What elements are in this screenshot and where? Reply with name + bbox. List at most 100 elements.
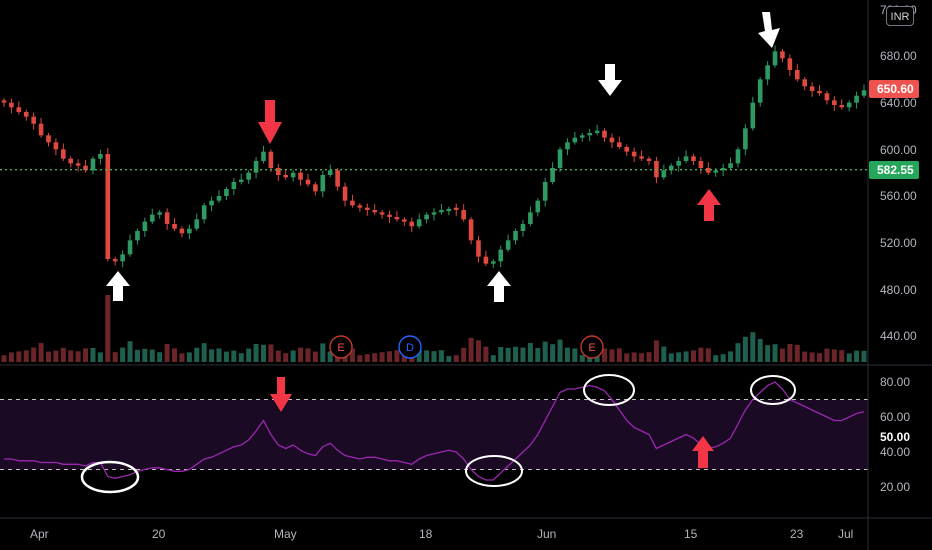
candle-body [483, 256, 489, 264]
volume-bar [824, 348, 830, 362]
candle-body [231, 182, 237, 189]
candle-body [75, 163, 81, 166]
volume-bar [179, 353, 185, 362]
candle-body [320, 175, 326, 192]
candle-body [409, 221, 415, 227]
volume-bar [564, 347, 570, 362]
candle-body [53, 142, 59, 150]
time-tick: Jun [537, 527, 556, 541]
volume-bar [127, 341, 133, 362]
volume-bar [387, 351, 393, 362]
volume-bar [572, 348, 578, 362]
candle-body [194, 219, 200, 229]
candle-body [201, 205, 207, 220]
volume-bar [349, 348, 355, 362]
volume-bar [186, 352, 192, 362]
annotations-layer [80, 12, 796, 494]
volume-bar [646, 352, 652, 362]
candle-body [498, 249, 504, 262]
candle-body [579, 135, 585, 138]
candle-body [468, 219, 474, 241]
candle-body [683, 156, 689, 161]
volume-bar [839, 350, 845, 362]
volume-bar [45, 351, 51, 362]
volume-bar [75, 351, 81, 362]
volume-bar [728, 351, 734, 362]
volume-bar [616, 348, 622, 362]
candle-body [149, 214, 155, 222]
candle-body [357, 205, 363, 208]
volume-bar [312, 351, 318, 362]
candle-body [298, 172, 303, 180]
candle-body [261, 151, 266, 161]
candle-body [765, 65, 770, 80]
rsi-oversold-circle [80, 460, 140, 494]
volume-bar [809, 352, 815, 362]
candle-body [290, 172, 296, 178]
volume-bar [609, 349, 615, 362]
price-panel[interactable] [0, 0, 868, 362]
rsi-panel[interactable] [0, 381, 868, 481]
candle-body [416, 219, 422, 227]
candle-body [172, 224, 177, 229]
candle-body [572, 137, 578, 143]
time-tick: 20 [152, 527, 166, 541]
time-tick: May [274, 527, 297, 541]
time-axis[interactable]: Apr 20 May 18 Jun 15 23 Jul [30, 527, 853, 541]
price-tick: 480.00 [880, 283, 917, 297]
candle-body [394, 217, 400, 220]
volume-bar [23, 350, 29, 362]
candle-body [142, 221, 148, 231]
time-tick: 15 [684, 527, 698, 541]
candle-body [780, 51, 785, 59]
candle-body [120, 254, 125, 262]
dividend-badge[interactable]: D [398, 335, 422, 359]
volume-bar [817, 353, 823, 362]
volume-bar [290, 350, 296, 362]
volume-bar [750, 332, 756, 362]
volume-bar [105, 295, 111, 362]
volume-bar [557, 339, 563, 362]
volume-bar [216, 348, 222, 362]
rsi-axis[interactable]: 80.00 60.00 40.00 20.00 50.00 [869, 375, 919, 494]
candle-body [224, 189, 229, 196]
candle-body [802, 79, 807, 87]
candle-body [594, 130, 600, 133]
volume-bar [742, 336, 748, 362]
candle-body [550, 168, 555, 182]
candle-body [565, 142, 570, 150]
candle-body [676, 161, 681, 166]
volume-bar [157, 352, 163, 362]
earnings-badge[interactable]: E [580, 335, 604, 359]
candle-body [342, 186, 348, 201]
candle-body [491, 261, 496, 264]
volume-layer [1, 295, 867, 362]
volume-bar [720, 354, 726, 362]
volume-bar [320, 343, 326, 362]
volume-bar [461, 347, 467, 362]
volume-bar [513, 346, 519, 362]
volume-bar [705, 348, 711, 362]
volume-bar [283, 353, 289, 362]
candle-body [246, 172, 251, 180]
volume-bar [372, 353, 378, 362]
candle-body [187, 228, 192, 234]
candle-body [268, 151, 274, 168]
volume-bar [149, 349, 155, 362]
volume-bar [846, 353, 852, 362]
currency-button[interactable]: INR [886, 6, 914, 26]
candle-body [364, 207, 370, 210]
volume-bar [757, 339, 763, 362]
earnings-badge[interactable]: E [329, 335, 353, 359]
candle-body [824, 93, 830, 101]
volume-bar [787, 344, 793, 362]
candle-body [313, 184, 318, 192]
candle-body [327, 170, 333, 175]
volume-bar [453, 355, 459, 362]
volume-bar [653, 340, 659, 362]
candle-body [743, 128, 748, 150]
candle-body [446, 208, 452, 212]
volume-bar [424, 350, 430, 362]
